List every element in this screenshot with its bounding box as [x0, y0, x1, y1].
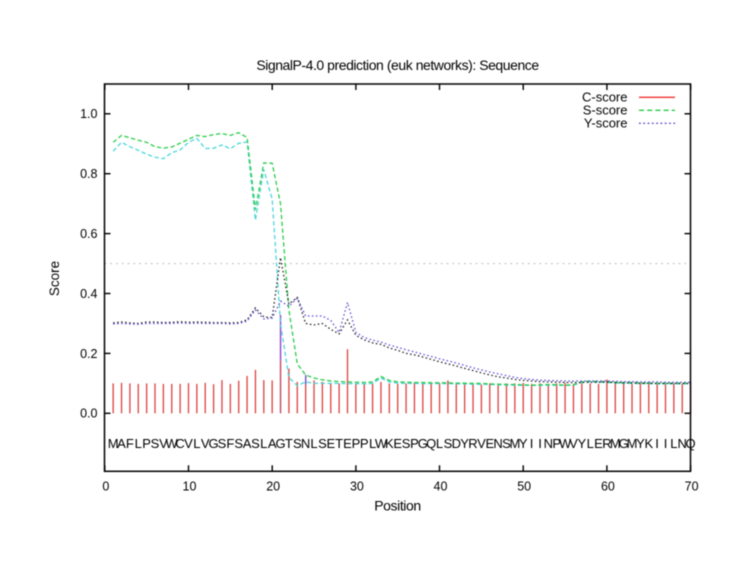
- svg-text:S: S: [151, 436, 160, 451]
- svg-text:S: S: [402, 436, 411, 451]
- svg-text:0.2: 0.2: [80, 347, 97, 361]
- svg-text:S: S: [318, 436, 327, 451]
- svg-text:S: S: [502, 436, 511, 451]
- svg-text:0.4: 0.4: [80, 287, 97, 301]
- svg-text:40: 40: [434, 480, 448, 494]
- svg-text:Q: Q: [686, 436, 696, 451]
- svg-text:20: 20: [266, 480, 280, 494]
- svg-text:P: P: [360, 436, 369, 451]
- svg-text:I: I: [530, 436, 534, 451]
- svg-text:0: 0: [102, 480, 109, 494]
- svg-text:F: F: [126, 436, 134, 451]
- svg-text:E: E: [393, 436, 402, 451]
- svg-text:0.6: 0.6: [80, 227, 97, 241]
- svg-text:E: E: [326, 436, 335, 451]
- svg-text:A: A: [268, 436, 277, 451]
- svg-text:L: L: [369, 436, 376, 451]
- svg-text:W: W: [166, 436, 179, 451]
- svg-text:Y-score: Y-score: [584, 116, 628, 131]
- svg-text:Position: Position: [374, 498, 421, 514]
- svg-text:T: T: [335, 436, 343, 451]
- svg-text:G: G: [275, 436, 285, 451]
- svg-text:F: F: [226, 436, 234, 451]
- svg-text:G: G: [418, 436, 428, 451]
- svg-text:I: I: [664, 436, 668, 451]
- svg-text:L: L: [260, 436, 267, 451]
- svg-text:0.8: 0.8: [80, 167, 97, 181]
- svg-text:1.0: 1.0: [80, 107, 97, 121]
- svg-text:G: G: [619, 436, 629, 451]
- svg-text:10: 10: [183, 480, 197, 494]
- svg-text:N: N: [301, 436, 310, 451]
- svg-text:V: V: [201, 436, 210, 451]
- svg-text:P: P: [410, 436, 419, 451]
- svg-text:N: N: [544, 436, 553, 451]
- svg-text:L: L: [587, 436, 594, 451]
- svg-text:R: R: [602, 436, 611, 451]
- svg-text:R: R: [468, 436, 477, 451]
- svg-text:V: V: [569, 436, 578, 451]
- svg-text:V: V: [159, 436, 168, 451]
- svg-text:Y: Y: [460, 436, 469, 451]
- svg-text:W: W: [559, 436, 572, 451]
- svg-text:E: E: [485, 436, 494, 451]
- svg-text:D: D: [452, 436, 461, 451]
- svg-text:N: N: [678, 436, 687, 451]
- svg-text:Y: Y: [636, 436, 645, 451]
- svg-text:Y: Y: [519, 436, 528, 451]
- svg-text:E: E: [343, 436, 352, 451]
- svg-text:70: 70: [685, 480, 699, 494]
- svg-text:K: K: [644, 436, 653, 451]
- svg-text:N: N: [493, 436, 502, 451]
- svg-text:W: W: [375, 436, 388, 451]
- svg-text:50: 50: [517, 480, 531, 494]
- svg-text:I: I: [538, 436, 542, 451]
- svg-text:M: M: [610, 436, 621, 451]
- svg-text:A: A: [243, 436, 252, 451]
- svg-text:30: 30: [350, 480, 364, 494]
- svg-text:M: M: [627, 436, 638, 451]
- svg-text:A: A: [117, 436, 126, 451]
- svg-text:M: M: [509, 436, 520, 451]
- svg-text:L: L: [310, 436, 317, 451]
- svg-text:S: S: [234, 436, 243, 451]
- svg-text:Q: Q: [426, 436, 436, 451]
- svg-text:G: G: [209, 436, 219, 451]
- svg-text:S-score: S-score: [583, 103, 628, 118]
- svg-text:V: V: [184, 436, 193, 451]
- svg-text:I: I: [655, 436, 659, 451]
- svg-text:C-score: C-score: [582, 90, 628, 105]
- svg-text:S: S: [293, 436, 302, 451]
- svg-text:0.0: 0.0: [80, 407, 97, 421]
- svg-text:M: M: [108, 436, 119, 451]
- svg-text:S: S: [444, 436, 453, 451]
- svg-text:60: 60: [601, 480, 615, 494]
- svg-text:L: L: [193, 436, 200, 451]
- svg-text:E: E: [594, 436, 603, 451]
- svg-text:K: K: [385, 436, 394, 451]
- svg-text:SignalP-4.0 prediction (euk ne: SignalP-4.0 prediction (euk networks): S…: [256, 57, 539, 73]
- svg-text:V: V: [477, 436, 486, 451]
- svg-text:S: S: [218, 436, 227, 451]
- svg-text:L: L: [436, 436, 443, 451]
- svg-text:L: L: [670, 436, 677, 451]
- svg-text:P: P: [142, 436, 151, 451]
- svg-text:C: C: [175, 436, 184, 451]
- svg-text:P: P: [352, 436, 361, 451]
- svg-text:T: T: [285, 436, 293, 451]
- svg-text:P: P: [552, 436, 561, 451]
- svg-text:Score: Score: [47, 261, 62, 296]
- svg-text:L: L: [135, 436, 142, 451]
- svg-text:S: S: [251, 436, 260, 451]
- svg-text:Y: Y: [577, 436, 586, 451]
